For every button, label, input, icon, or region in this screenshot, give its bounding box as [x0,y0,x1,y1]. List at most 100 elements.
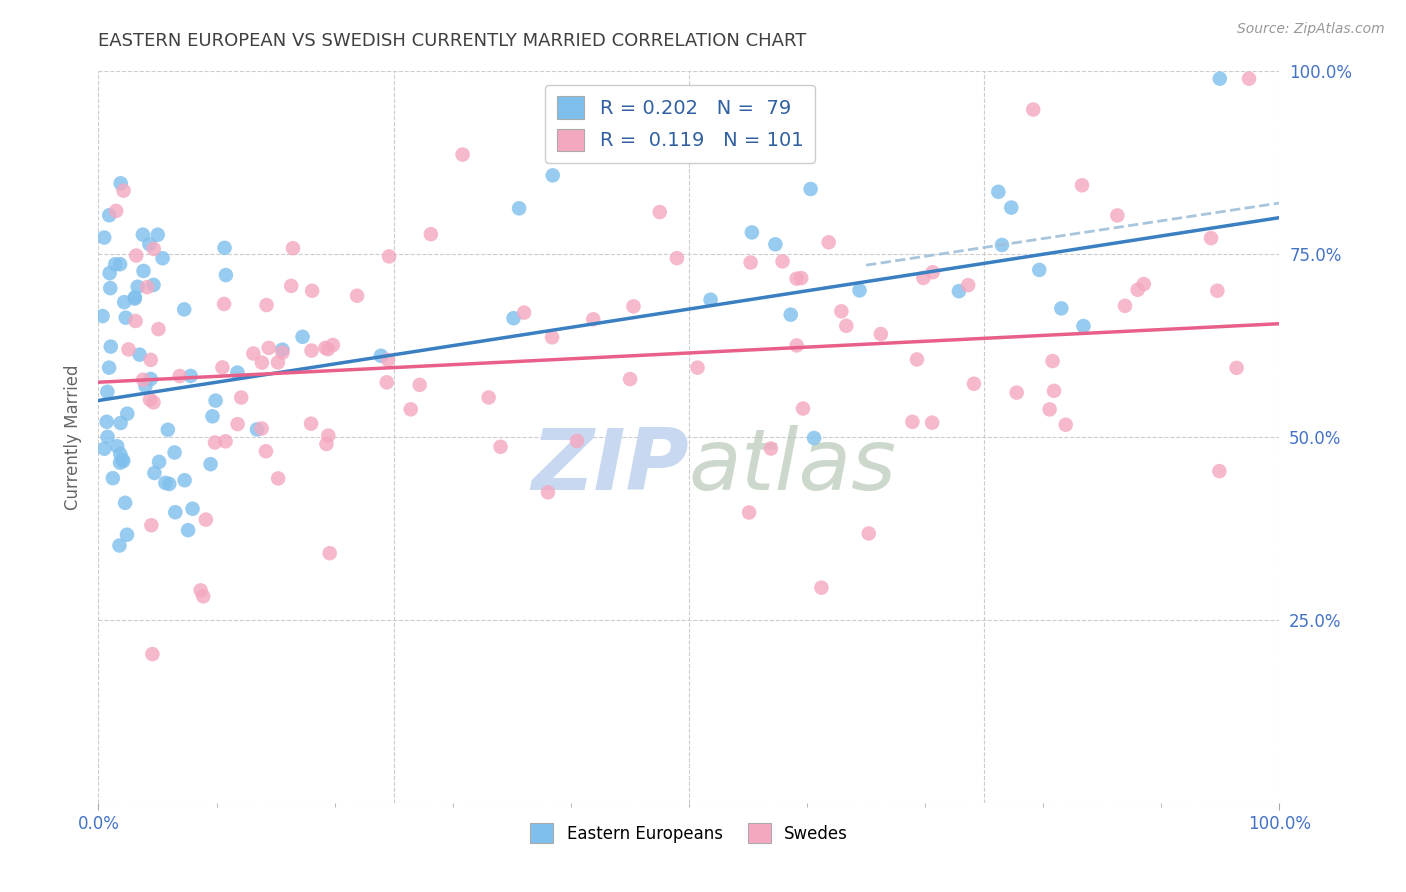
Point [991,238,1014,252]
Point [686,360,709,375]
Point [408,377,430,392]
Point [173,473,195,487]
Point [810,581,832,595]
Point [1132,277,1154,291]
Point [177,523,200,537]
Point [201,409,224,424]
Point [148,455,170,469]
Point [963,376,986,391]
Point [124,292,146,306]
Point [301,343,323,358]
Point [105,203,128,218]
Point [136,280,159,294]
Point [138,237,160,252]
Point [108,456,131,470]
Point [124,290,146,304]
Point [250,356,273,370]
Point [156,423,179,437]
Point [110,416,132,430]
Point [541,330,564,344]
Point [204,393,226,408]
Text: EASTERN EUROPEAN VS SWEDISH CURRENTLY MARRIED CORRELATION CHART: EASTERN EUROPEAN VS SWEDISH CURRENTLY MA… [98,32,807,50]
Point [419,227,441,242]
Point [155,475,177,490]
Point [193,589,215,603]
Point [214,434,236,449]
Point [132,227,155,242]
Point [93,442,115,456]
Point [257,341,280,355]
Point [169,369,191,384]
Point [267,471,290,485]
Point [1206,284,1229,298]
Point [648,205,671,219]
Point [315,341,337,355]
Point [378,249,401,263]
Point [165,505,187,519]
Point [101,471,124,485]
Point [139,372,162,386]
Point [215,268,238,282]
Point [772,254,794,268]
Point [98,266,121,280]
Point [790,271,813,285]
Legend: Eastern Europeans, Swedes: Eastern Europeans, Swedes [523,817,855,849]
Point [921,265,943,279]
Point [1071,178,1094,193]
Point [117,407,139,421]
Point [508,202,530,216]
Point [1126,283,1149,297]
Point [112,454,135,468]
Point [280,278,302,293]
Point [912,271,935,285]
Point [830,304,852,318]
Point [315,437,337,451]
Point [250,421,273,435]
Point [370,349,392,363]
Point [582,312,605,326]
Point [377,353,399,368]
Point [948,284,970,298]
Point [117,343,139,357]
Point [858,526,880,541]
Point [163,445,186,459]
Point [835,318,858,333]
Point [316,428,339,442]
Point [212,297,235,311]
Point [127,279,149,293]
Point [451,147,474,161]
Point [759,442,782,456]
Point [98,360,121,375]
Point [741,226,763,240]
Point [513,305,536,319]
Point [301,284,323,298]
Point [157,477,180,491]
Point [231,391,253,405]
Point [299,417,322,431]
Point [204,435,226,450]
Point [132,373,155,387]
Point [173,302,195,317]
Point [110,177,132,191]
Text: atlas: atlas [689,425,897,508]
Point [142,242,165,256]
Point [1073,319,1095,334]
Point [108,257,131,271]
Point [623,299,645,313]
Point [1042,354,1064,368]
Point [139,392,162,407]
Point [901,415,924,429]
Point [665,251,688,265]
Point [541,169,564,183]
Point [115,527,138,541]
Point [987,185,1010,199]
Y-axis label: Currently Married: Currently Married [65,364,83,510]
Point [110,447,132,461]
Point [1208,464,1230,478]
Point [139,352,162,367]
Point [281,241,304,255]
Point [478,391,501,405]
Point [271,343,294,357]
Point [128,348,150,362]
Point [112,184,135,198]
